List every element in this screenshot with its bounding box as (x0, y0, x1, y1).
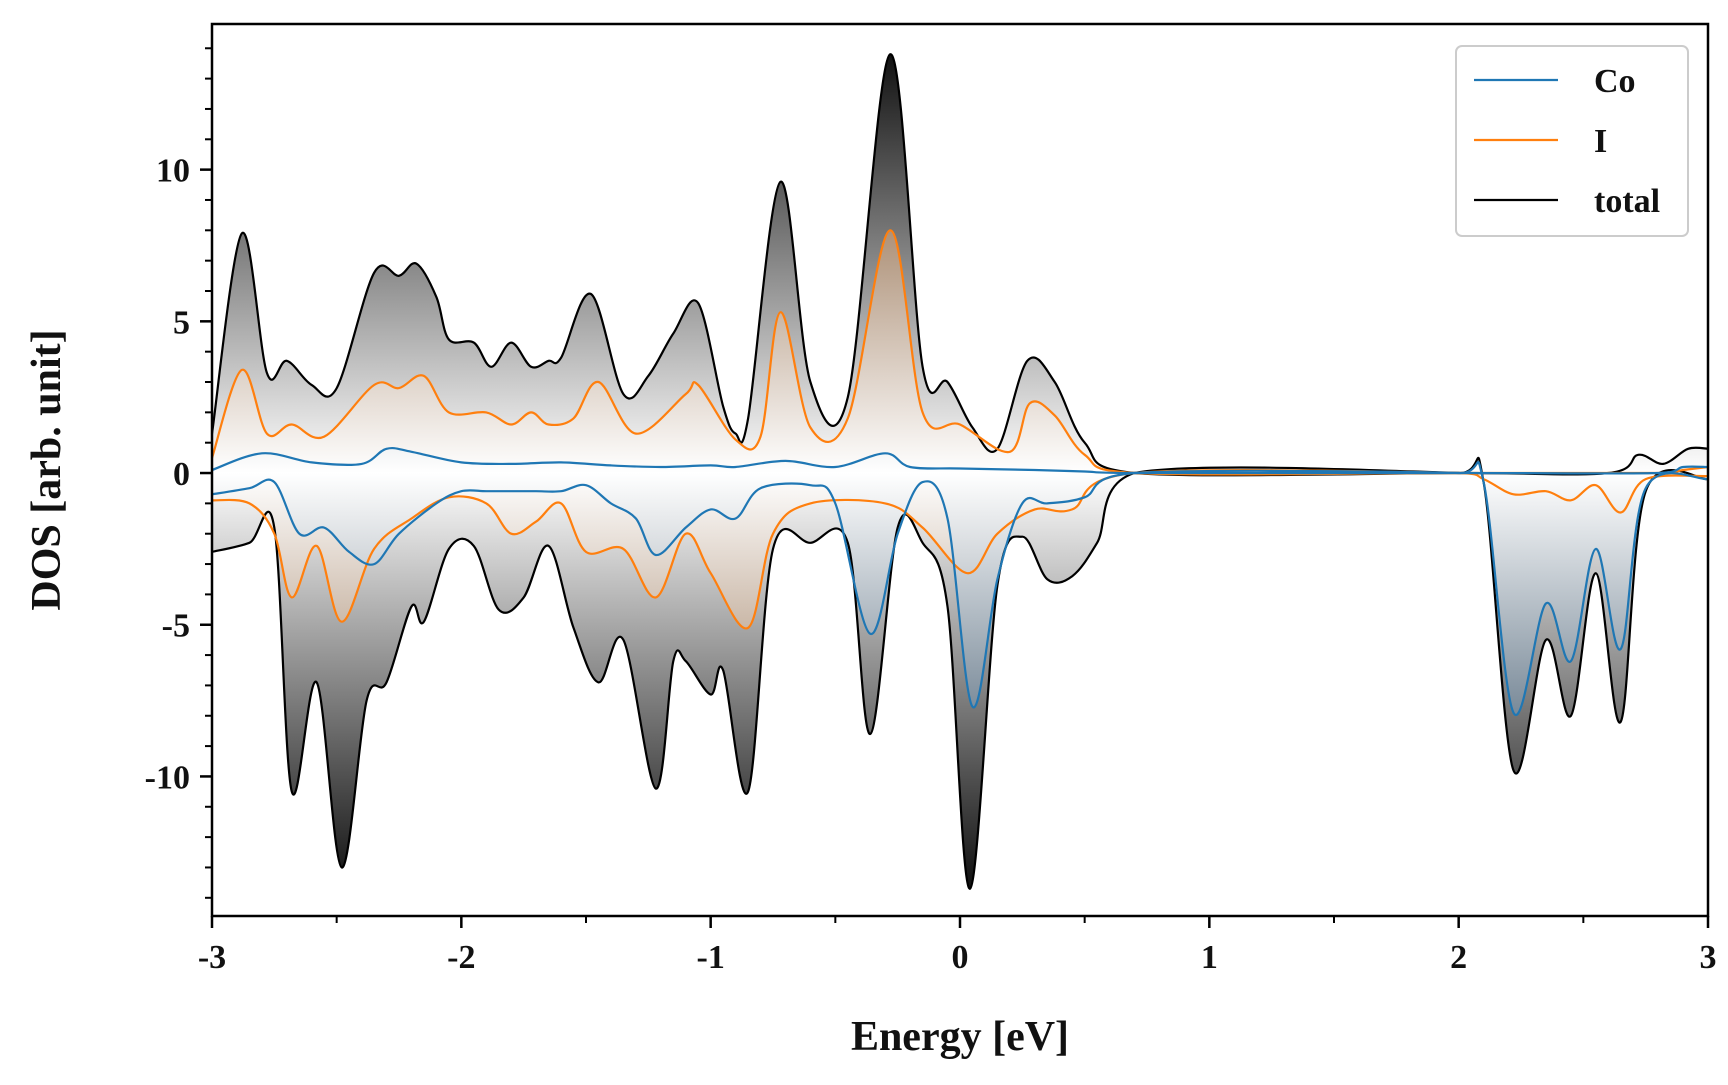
co-legend-label: Co (1594, 63, 1636, 100)
total-spin-up-fill (212, 54, 1708, 476)
x-tick-label: -1 (697, 939, 725, 976)
co-spin-down-fill (212, 462, 1708, 715)
i-legend-label: I (1594, 123, 1607, 160)
total-legend-label: total (1594, 183, 1660, 220)
i-spin-down-line (211, 468, 1709, 630)
lines-layer (210, 53, 1709, 890)
y-tick-label: 5 (173, 304, 190, 341)
total-spin-down-fill (212, 457, 1708, 889)
x-tick-label: -3 (198, 939, 226, 976)
y-axis-title: DOS [arb. unit] (24, 329, 70, 610)
y-tick-label: 0 (173, 456, 190, 493)
total-spin-down-line (211, 456, 1709, 890)
y-tick-label: 10 (156, 153, 190, 190)
fills-layer (212, 54, 1708, 889)
x-tick-label: 2 (1450, 939, 1467, 976)
x-tick-label: 3 (1700, 939, 1717, 976)
co-spin-down-line (211, 461, 1709, 717)
y-tick-label: -5 (162, 608, 190, 645)
legend-box (1455, 45, 1689, 237)
x-axis-title: Energy [eV] (851, 1014, 1069, 1060)
co-spin-up-fill (212, 448, 1708, 474)
co-spin-up-line (211, 446, 1709, 475)
x-tick-label: -2 (447, 939, 475, 976)
i-spin-up-line (210, 229, 1709, 476)
y-tick-label: -10 (145, 759, 190, 796)
i-spin-up-fill (212, 230, 1708, 475)
total-spin-up-line (210, 53, 1709, 477)
x-tick-label: 1 (1201, 939, 1218, 976)
x-tick-label: 0 (952, 939, 969, 976)
